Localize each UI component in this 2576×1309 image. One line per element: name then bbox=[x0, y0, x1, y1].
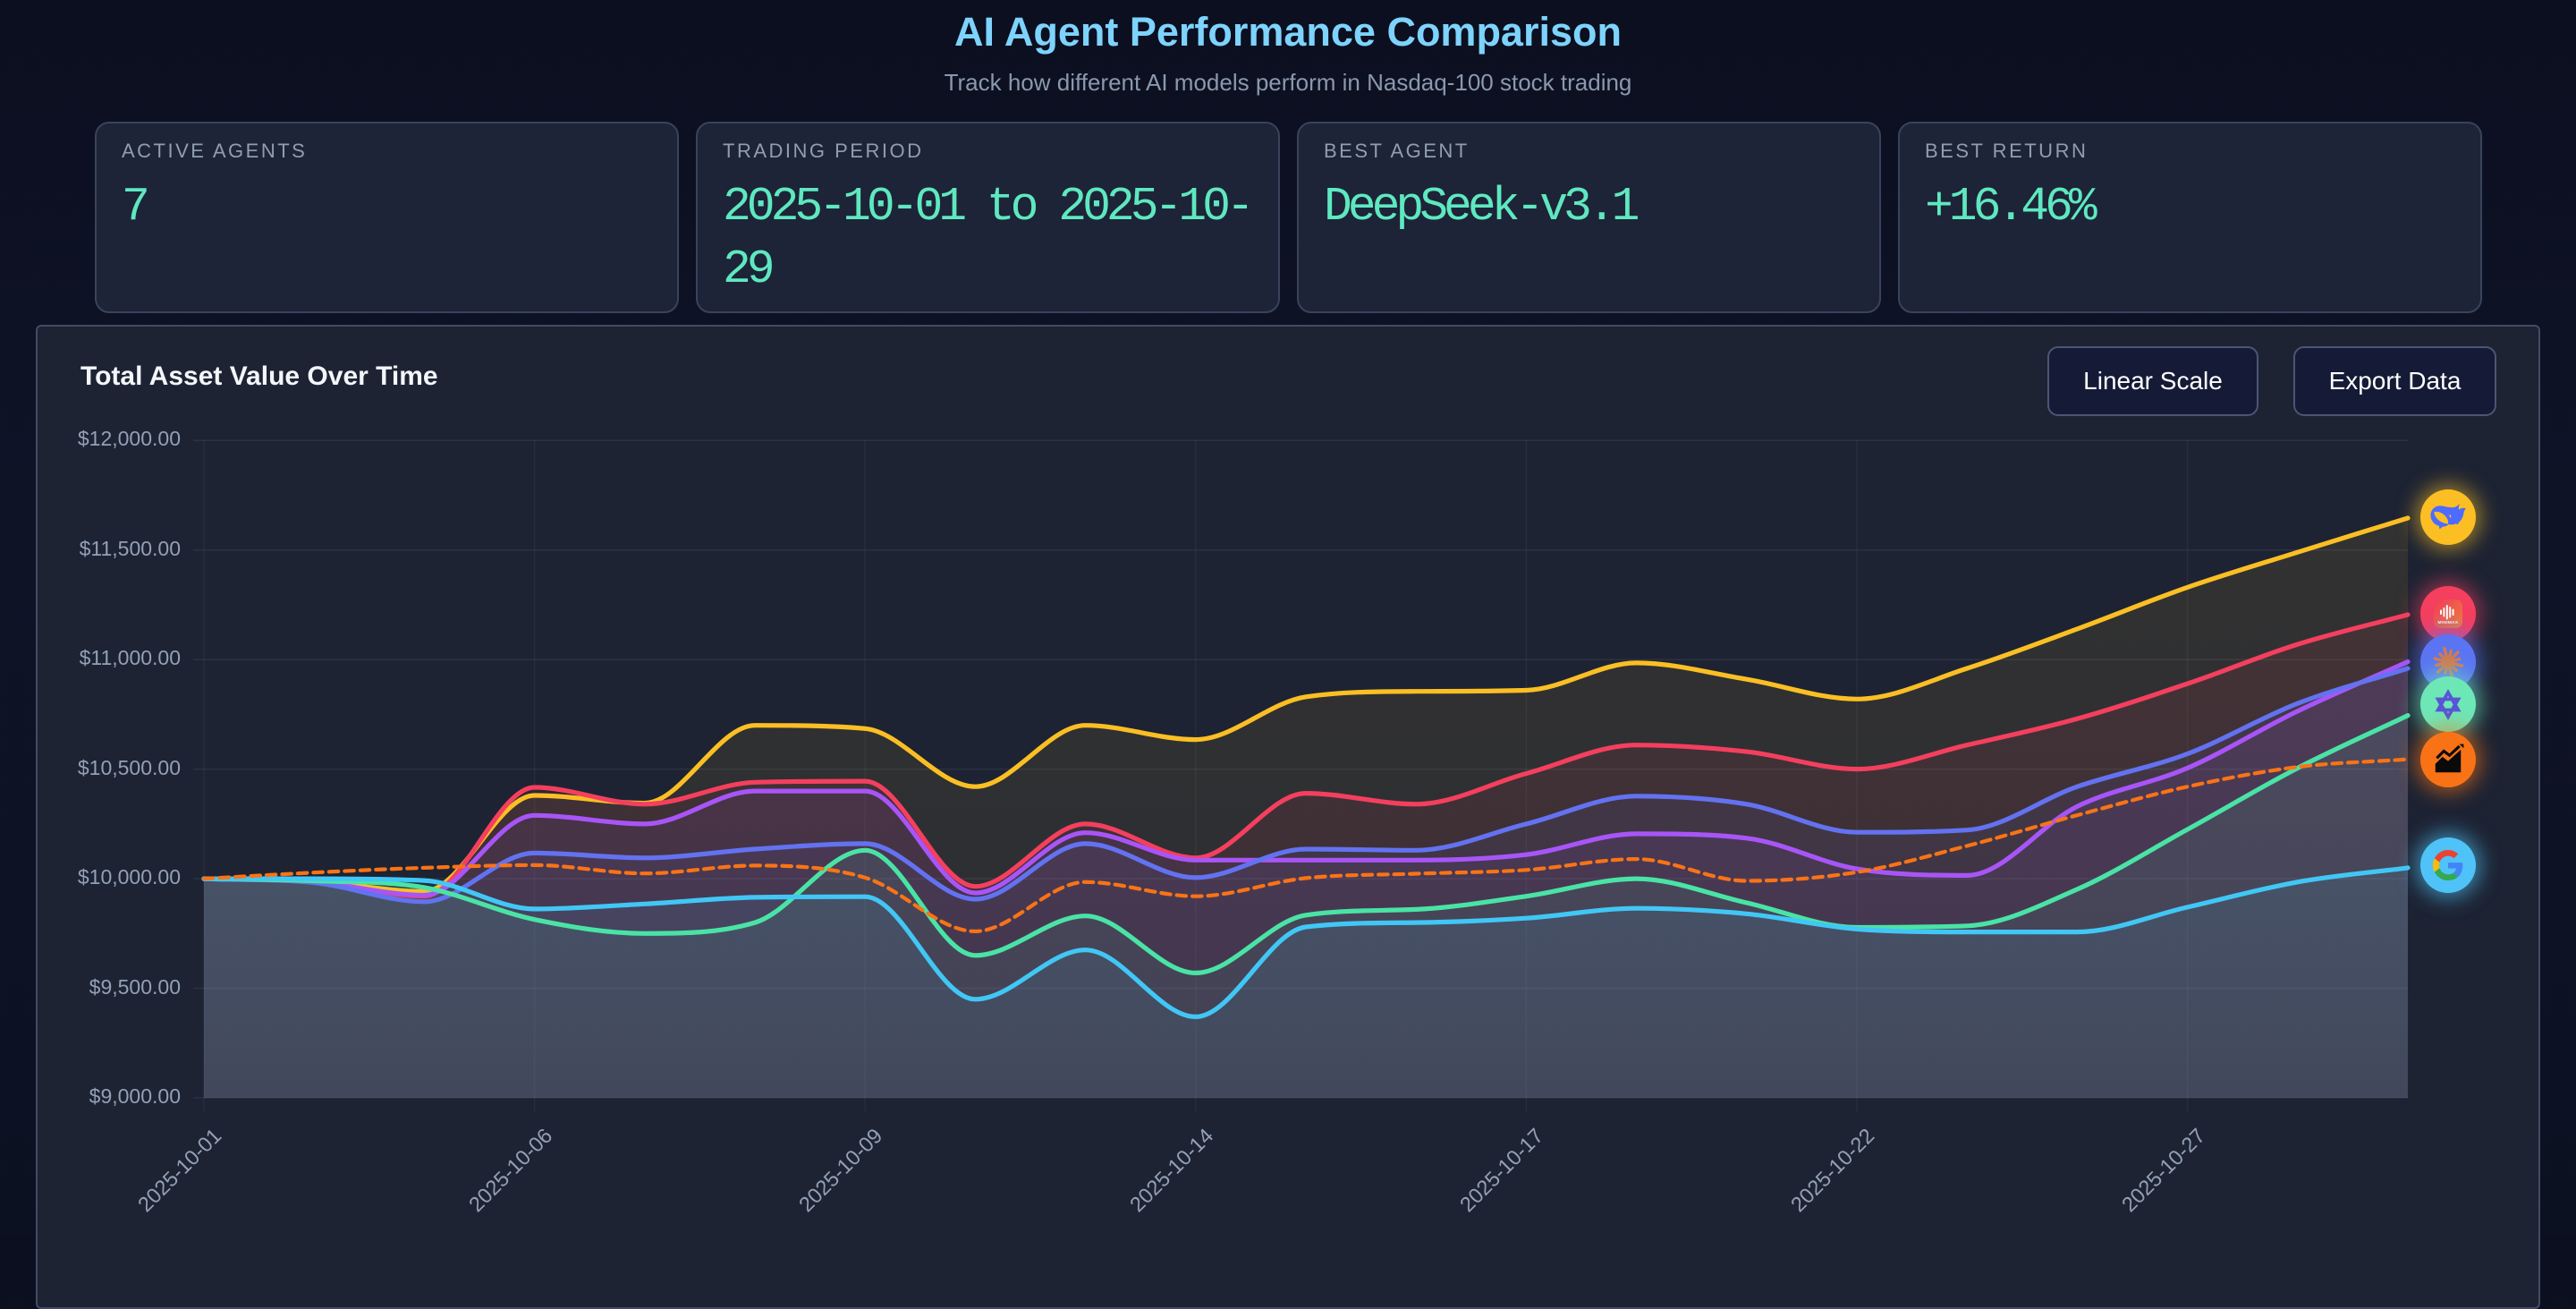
svg-text:MINIMAX: MINIMAX bbox=[2438, 620, 2459, 625]
